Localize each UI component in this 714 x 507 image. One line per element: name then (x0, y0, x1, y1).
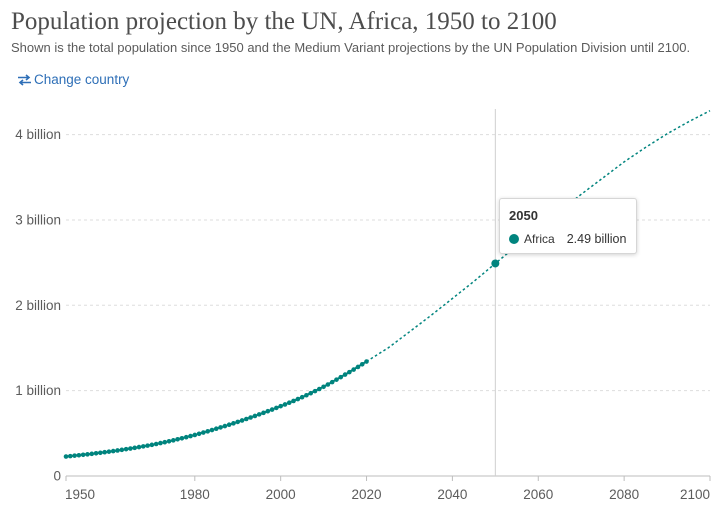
tooltip-row: Africa 2.49 billion (509, 232, 626, 246)
data-point (269, 407, 275, 412)
data-point (338, 374, 344, 380)
data-point (153, 441, 159, 447)
tooltip-series-name: Africa (524, 232, 555, 246)
data-point (355, 364, 361, 370)
data-point (183, 434, 189, 440)
data-point (231, 421, 236, 426)
swap-arrows-icon (17, 73, 32, 86)
data-point (274, 405, 279, 411)
data-point (102, 449, 107, 455)
data-point (196, 431, 202, 437)
data-point (282, 402, 288, 407)
data-point (119, 447, 125, 453)
x-tick-label: 1980 (180, 487, 210, 502)
data-point (106, 449, 112, 454)
data-point (85, 452, 90, 457)
data-point (136, 444, 142, 450)
data-point (359, 361, 365, 367)
data-point (312, 388, 318, 394)
change-country-button[interactable]: Change country (17, 72, 129, 87)
data-point (89, 451, 95, 457)
data-point (192, 432, 198, 438)
data-point (265, 408, 271, 414)
data-point (110, 448, 116, 454)
x-tick-label: 2080 (609, 487, 639, 502)
data-point (179, 435, 185, 441)
data-point (286, 400, 292, 406)
data-point (128, 446, 133, 451)
series-color-dot (509, 234, 519, 244)
data-point (93, 450, 99, 456)
data-point (299, 394, 305, 400)
data-point (347, 369, 352, 375)
x-tick-label: 2000 (266, 487, 296, 502)
data-point (252, 413, 258, 419)
x-tick-label: 2020 (352, 487, 382, 502)
data-point (76, 452, 82, 458)
data-point (162, 439, 168, 445)
chart-title: Population projection by the UN, Africa,… (11, 8, 557, 35)
data-point (80, 452, 86, 458)
data-point (317, 386, 322, 392)
data-point (295, 396, 301, 402)
data-point (226, 422, 232, 428)
hover-tooltip: 2050 Africa 2.49 billion (499, 198, 637, 254)
data-point (209, 427, 215, 433)
y-tick-label: 0 (53, 469, 61, 484)
tooltip-year: 2050 (509, 208, 538, 223)
data-point (188, 433, 193, 439)
data-point (140, 444, 146, 449)
data-point (218, 425, 223, 430)
data-point (98, 450, 103, 456)
tooltip-value: 2.49 billion (566, 232, 627, 246)
x-tick-label: 2060 (523, 487, 553, 502)
data-point (222, 423, 228, 429)
data-point (158, 440, 163, 446)
y-tick-label: 2 billion (15, 298, 61, 313)
data-point (256, 412, 262, 417)
data-point (342, 372, 348, 377)
data-point (145, 443, 150, 448)
data-point (364, 359, 369, 364)
data-point (304, 392, 309, 398)
data-point (201, 430, 206, 435)
data-point (213, 426, 219, 432)
data-point (325, 382, 331, 387)
observed-line (65, 360, 368, 458)
data-point (132, 445, 137, 451)
data-point (72, 453, 77, 458)
data-point (67, 453, 73, 459)
data-point (205, 429, 210, 434)
data-point (334, 377, 339, 382)
data-point (261, 410, 266, 416)
data-point (115, 448, 120, 453)
data-point (123, 446, 129, 452)
data-point (166, 438, 172, 444)
data-point (248, 415, 253, 420)
x-tick-label: 2100 (680, 487, 710, 502)
highlight-point (491, 259, 500, 268)
x-tick-label: 1950 (65, 487, 95, 502)
y-tick-label: 1 billion (15, 383, 61, 398)
data-point (235, 419, 241, 425)
data-point (149, 442, 155, 448)
data-point (351, 367, 356, 372)
data-point (308, 390, 314, 396)
data-point (171, 438, 176, 443)
y-tick-label: 3 billion (15, 212, 61, 227)
data-point (278, 403, 283, 409)
x-tick-label: 2040 (437, 487, 467, 502)
data-point (63, 454, 69, 459)
chart-subtitle: Shown is the total population since 1950… (11, 40, 691, 55)
data-point (329, 379, 335, 385)
data-point (291, 398, 296, 404)
data-point (244, 416, 249, 422)
data-point (175, 437, 180, 442)
data-point (239, 418, 245, 423)
data-point (321, 384, 326, 390)
change-country-label: Change country (34, 72, 130, 87)
y-tick-label: 4 billion (15, 127, 61, 142)
